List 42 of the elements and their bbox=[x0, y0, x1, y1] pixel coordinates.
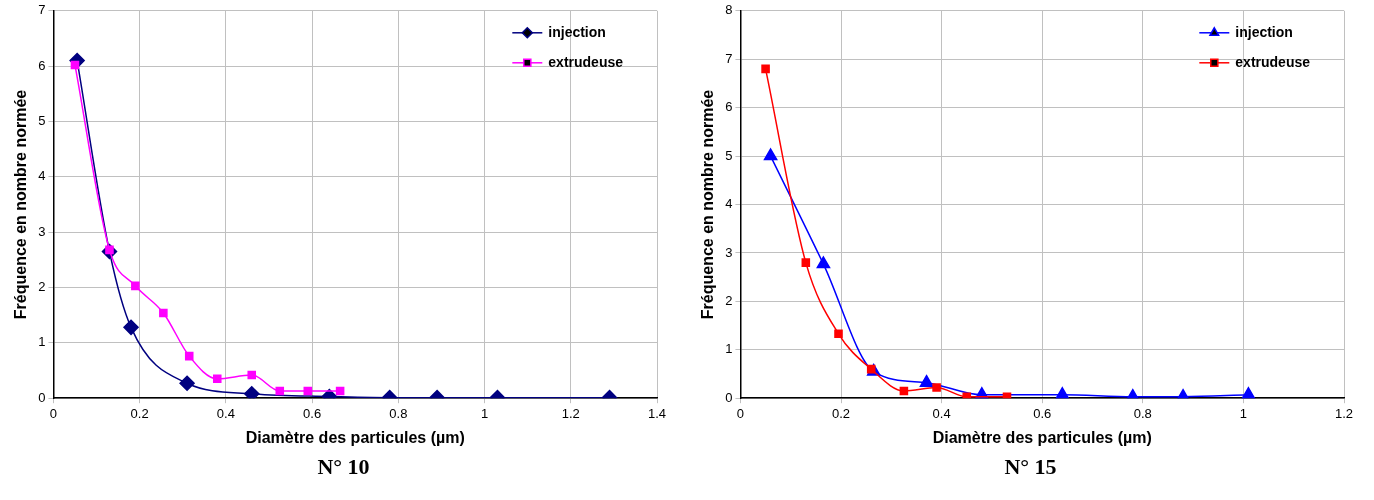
y-tick-label: 0 bbox=[38, 389, 46, 405]
y-tick-label: 5 bbox=[38, 113, 46, 129]
x-tick-label: 0 bbox=[736, 405, 745, 421]
legend-label: extrudeuse bbox=[1235, 53, 1311, 70]
x-tick-label: 0.2 bbox=[831, 405, 851, 421]
x-tick-label: 1 bbox=[480, 405, 489, 421]
x-tick-label: 1.2 bbox=[561, 405, 580, 421]
x-tick-label: 0 bbox=[49, 405, 58, 421]
text: N° 10 bbox=[316, 454, 371, 480]
y-tick-label: 3 bbox=[725, 244, 733, 260]
y-axis-title: Fréquence en nombre normée bbox=[699, 89, 717, 320]
y-tick-label: 1 bbox=[725, 341, 733, 357]
x-tick-label: 0.8 bbox=[389, 405, 408, 421]
text: N° 15 bbox=[1003, 454, 1058, 480]
y-tick-label: 3 bbox=[38, 223, 46, 239]
y-axis-title: Fréquence en nombre normée bbox=[12, 89, 30, 320]
x-tick-label: 0.8 bbox=[1133, 405, 1152, 421]
y-tick-label: 1 bbox=[38, 334, 46, 350]
x-tick-label: 0.6 bbox=[303, 405, 322, 421]
y-tick-label: 2 bbox=[725, 292, 733, 308]
y-tick-label: 4 bbox=[38, 168, 46, 184]
legend-label: injection bbox=[1235, 23, 1293, 40]
y-tick-label: 7 bbox=[725, 50, 733, 66]
x-tick-label: 0.2 bbox=[130, 405, 149, 421]
x-axis-title: Diamètre des particules (µm) bbox=[245, 428, 465, 446]
legend-label: extrudeuse bbox=[548, 53, 624, 70]
x-tick-label: 1.4 bbox=[647, 405, 667, 421]
y-tick-label: 5 bbox=[725, 147, 733, 163]
x-axis-title: Diamètre des particules (µm) bbox=[932, 428, 1152, 446]
x-tick-label: 0.4 bbox=[932, 405, 951, 421]
x-tick-label: 0.6 bbox=[1033, 405, 1052, 421]
y-tick-label: 4 bbox=[725, 196, 733, 212]
y-tick-label: 8 bbox=[725, 2, 733, 18]
x-tick-label: 1 bbox=[1239, 405, 1248, 421]
y-tick-label: 2 bbox=[38, 279, 46, 295]
y-tick-label: 6 bbox=[725, 99, 733, 115]
y-tick-label: 0 bbox=[725, 389, 733, 405]
legend-label: injection bbox=[548, 23, 606, 40]
x-tick-label: 0.4 bbox=[216, 405, 235, 421]
x-tick-label: 1.2 bbox=[1334, 405, 1354, 421]
y-tick-label: 6 bbox=[38, 57, 46, 73]
y-tick-label: 7 bbox=[38, 2, 46, 18]
